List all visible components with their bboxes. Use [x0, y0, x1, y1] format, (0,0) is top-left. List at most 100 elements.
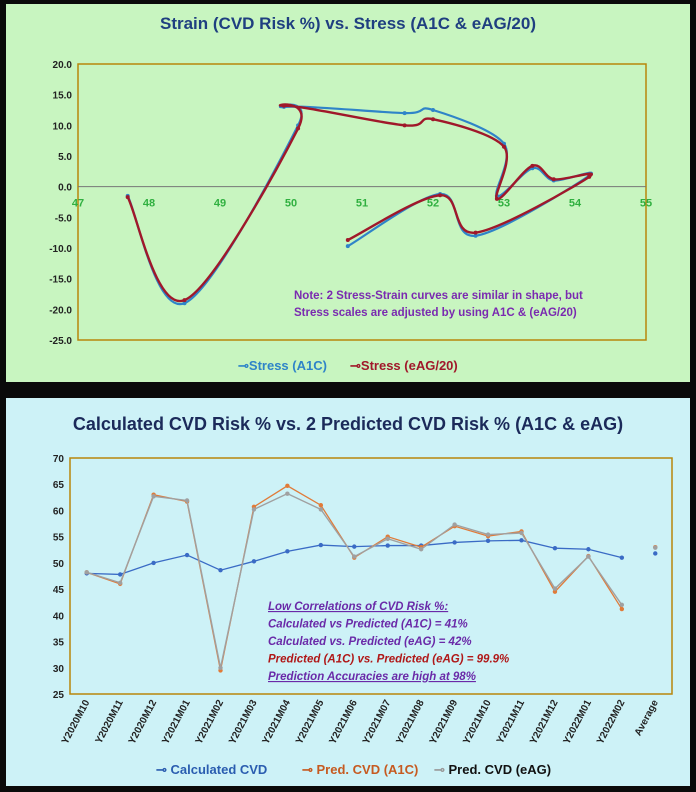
x-tick-label: Y2021M02 [194, 698, 227, 746]
y-tick-label: -10.0 [49, 244, 72, 255]
x-tick-label: 55 [640, 198, 652, 210]
x-tick-label: Y2021M04 [261, 698, 294, 746]
data-point-pred-eag [117, 580, 123, 586]
chart2-note-line: Predicted (A1C) vs. Predicted (eAG) = 99… [268, 654, 509, 666]
x-tick-label: Y2021M11 [495, 698, 527, 746]
x-tick-label: 50 [285, 198, 297, 210]
y-tick-label: 55 [53, 533, 65, 544]
legend-stress-eag: ⊸Stress (eAG/20) [350, 358, 458, 374]
data-point-calculated [184, 552, 190, 558]
y-tick-label: 40 [53, 611, 65, 622]
chart1-note-line: Note: 2 Stress-Strain curves are similar… [294, 290, 583, 302]
data-point-pred-eag [218, 665, 223, 670]
legend-marker-calc: ⊸ [156, 762, 171, 777]
data-point-pred-eag [251, 507, 257, 512]
x-tick-label: 48 [143, 198, 155, 210]
data-point [402, 123, 407, 128]
data-point-pred-a1c [619, 606, 625, 612]
data-point-calculated [151, 560, 156, 566]
data-point-pred-eag [485, 532, 491, 537]
y-tick-label: 10.0 [53, 121, 73, 132]
y-tick-label: 15.0 [53, 91, 73, 102]
data-point-pred-eag [285, 491, 290, 496]
y-tick-label: -25.0 [49, 336, 72, 347]
x-tick-label: Y2021M12 [528, 698, 561, 746]
x-tick-label: 49 [214, 198, 226, 210]
cvd-risk-panel: Calculated CVD Risk % vs. 2 Predicted CV… [6, 398, 690, 786]
data-point-pred-a1c [285, 483, 290, 488]
legend-label-a1c: Stress (A1C) [248, 358, 327, 373]
y-tick-label: 35 [53, 638, 65, 649]
data-point [438, 193, 443, 198]
x-tick-label: Y2021M09 [428, 698, 461, 746]
stress-strain-panel: Strain (CVD Risk %) vs. Stress (A1C & eA… [6, 4, 690, 382]
y-tick-label: 25 [53, 690, 65, 701]
y-tick-label: -15.0 [49, 275, 72, 286]
data-point [402, 111, 407, 116]
y-tick-label: 65 [53, 480, 65, 491]
data-point-pred-eag [519, 530, 524, 536]
data-point-calculated [251, 559, 257, 564]
x-tick-label: Y2022M01 [562, 698, 595, 746]
plot-frame [69, 457, 673, 695]
data-point-pred-eag [84, 570, 89, 575]
data-point [473, 230, 478, 235]
data-point-pred-eag [653, 545, 658, 550]
y-tick-label: 30 [53, 664, 65, 675]
data-point [182, 298, 187, 303]
legend-marker-eag2: ⊸ [434, 762, 449, 777]
chart2-title: Calculated CVD Risk % vs. 2 Predicted CV… [72, 414, 624, 434]
x-tick-label: Y2020M12 [127, 698, 160, 746]
data-point-pred-eag [418, 547, 424, 552]
legend-marker-a1c2: ⊸ [302, 762, 317, 777]
x-tick-label: Y2022M02 [595, 698, 628, 746]
y-tick-label: 60 [53, 506, 65, 517]
data-point [182, 301, 187, 306]
chart2-note-line: Prediction Accuracies are high at 98% [268, 671, 476, 683]
data-point-pred-eag [352, 554, 357, 559]
x-tick-label: 53 [498, 198, 510, 210]
data-point-pred-eag [586, 554, 591, 559]
legend-label-calc: Calculated CVD [170, 762, 268, 777]
plot-frame [77, 63, 647, 341]
data-point-pred-eag [619, 602, 625, 608]
y-tick-label: 5.0 [58, 152, 72, 163]
x-tick-label: 52 [427, 198, 439, 210]
data-point-calculated [519, 538, 524, 543]
data-point [345, 244, 350, 249]
x-tick-label: Y2020M10 [60, 698, 93, 746]
data-point-calculated [117, 572, 123, 577]
x-tick-label: 51 [356, 198, 368, 210]
x-tick-label: Y2021M06 [328, 698, 361, 746]
x-tick-label: Y2021M01 [160, 698, 193, 746]
data-point-pred-a1c [318, 503, 324, 508]
x-tick-label: Y2021M10 [461, 698, 494, 746]
y-tick-label: 50 [53, 559, 65, 570]
data-point-pred-eag [184, 498, 190, 503]
chart1-note-line: Stress scales are adjusted by using A1C … [294, 307, 577, 319]
data-point [281, 103, 286, 108]
y-tick-label: -20.0 [49, 305, 72, 316]
legend-calculated: ⊸ Calculated CVD [156, 762, 267, 778]
legend-marker-a1c: ⊸ [238, 358, 249, 373]
legend-marker-eag: ⊸ [350, 358, 361, 373]
legend-label-eag: Stress (eAG/20) [360, 358, 458, 373]
data-point [502, 144, 506, 149]
legend-label-a1c2: Pred. CVD (A1C) [316, 762, 419, 777]
data-point-pred-eag [318, 507, 324, 512]
data-point [551, 177, 556, 182]
data-point [431, 108, 435, 112]
chart2-note-line: Low Correlations of CVD Risk %: [268, 601, 448, 613]
x-tick-label: Y2021M03 [227, 698, 260, 746]
legend-pred-eag: ⊸ Pred. CVD (eAG) [434, 762, 551, 778]
x-tick-label: 47 [72, 198, 84, 210]
x-tick-label: Y2021M07 [361, 698, 394, 746]
legend-label-eag2: Pred. CVD (eAG) [448, 762, 552, 777]
data-point-calculated [619, 555, 625, 560]
y-tick-label: -5.0 [55, 213, 73, 224]
data-point-pred-eag [385, 536, 390, 541]
x-tick-label: Y2021M08 [394, 698, 427, 746]
data-point [473, 233, 478, 238]
data-point-pred-eag [452, 522, 457, 527]
